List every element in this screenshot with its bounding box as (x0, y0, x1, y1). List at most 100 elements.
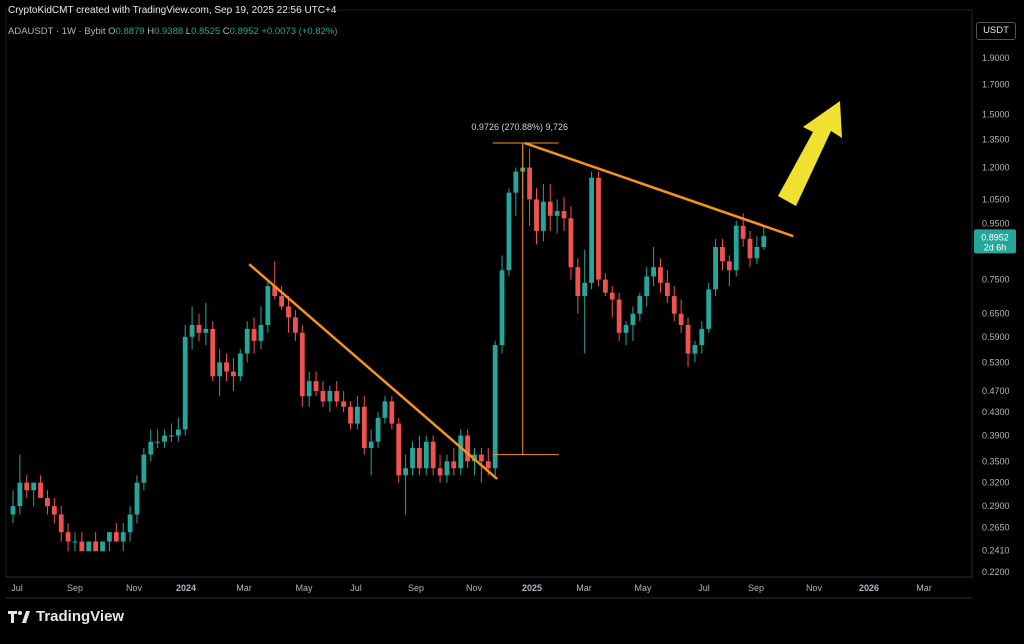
candle-body (568, 218, 574, 268)
y-tick-label: 1.0500 (982, 194, 1010, 204)
symbol-label: ADAUSDT · 1W · Bybit (8, 26, 106, 37)
candle-body (747, 238, 753, 259)
candle-body (93, 541, 99, 552)
candle-body (547, 201, 553, 216)
candle-body (589, 177, 594, 283)
candle-body (265, 286, 271, 325)
currency-button[interactable]: USDT (976, 22, 1016, 40)
candle-body (658, 267, 663, 283)
candle-body (237, 353, 243, 377)
candle-body (113, 532, 119, 542)
candle-body (733, 225, 739, 271)
candle-body (423, 441, 429, 469)
candle-body (203, 328, 209, 333)
x-tick-label: 2025 (522, 583, 542, 593)
candle-body (437, 468, 443, 476)
open-value: 0.8879 (115, 26, 145, 37)
y-tick-label: 0.4300 (982, 407, 1010, 417)
candle-body (361, 406, 367, 449)
attribution-text: CryptoKidCMT created with TradingView.co… (8, 5, 337, 16)
x-tick-label: Nov (806, 583, 823, 593)
candle-body (134, 482, 140, 515)
candle-body (141, 454, 147, 483)
candle-body (231, 371, 236, 377)
y-tick-label: 0.3900 (982, 431, 1010, 441)
bullish-arrow-icon (778, 101, 842, 206)
candle-body (396, 423, 402, 476)
x-tick-label: Mar (916, 583, 932, 593)
candle-body (24, 482, 30, 491)
candle-body (86, 541, 92, 552)
candle-body (506, 192, 512, 271)
plot-frame (5, 9, 973, 578)
candle-body (596, 177, 601, 280)
candle-body (244, 328, 250, 354)
candle-body (513, 171, 519, 193)
candle-body (251, 328, 257, 341)
candle-body (637, 296, 643, 314)
candle-body (458, 435, 464, 469)
candle-body (630, 313, 636, 325)
y-tick-label: 0.5300 (982, 357, 1010, 367)
candle-body (45, 498, 50, 507)
candle-body (485, 461, 491, 469)
x-tick-label: May (295, 583, 313, 593)
candle-body (72, 541, 78, 543)
candle-body (155, 441, 161, 443)
candle-body (451, 461, 457, 469)
x-tick-label: 2026 (859, 583, 879, 593)
candle-body (272, 286, 278, 297)
y-tick-label: 1.9000 (982, 53, 1010, 63)
candle-body (685, 324, 691, 354)
candle-body (368, 441, 374, 449)
candle-body (609, 292, 615, 300)
candle-body (348, 406, 353, 424)
candle-body (382, 401, 388, 418)
candle-body (430, 441, 436, 469)
candle-body (299, 332, 305, 397)
candle-body (416, 448, 422, 469)
descending-trendline-2025 (524, 141, 794, 238)
candle-body (761, 236, 767, 247)
candle-body (444, 461, 450, 476)
candle-body (169, 435, 174, 437)
ohlc-legend: ADAUSDT · 1W · Bybit O0.8879 H0.9388 L0.… (8, 26, 337, 37)
candle-body (107, 532, 112, 542)
candle-body (527, 167, 532, 200)
candle-body (258, 324, 264, 341)
y-tick-label: 0.2410 (982, 545, 1010, 555)
candle-body (671, 296, 677, 314)
high-value: 0.9388 (154, 26, 184, 37)
candle-body (678, 313, 684, 325)
x-tick-label: Jul (11, 583, 23, 593)
candle-body (189, 324, 195, 337)
candle-body (293, 317, 298, 333)
price-badge-countdown: 2d 6h (984, 242, 1007, 252)
candle-body (334, 391, 340, 402)
descending-trendline-2024 (248, 263, 498, 480)
candle-body (327, 391, 333, 402)
change-value: +0.0073 (+0.82%) (261, 26, 338, 37)
price-badge (974, 229, 1016, 254)
candle-body (389, 401, 395, 424)
y-tick-label: 0.4700 (982, 386, 1010, 396)
candle-body (499, 270, 505, 346)
candle-body (58, 514, 64, 533)
candle-body (162, 435, 167, 442)
candle-body (210, 328, 216, 377)
x-tick-label: Jul (698, 583, 710, 593)
x-tick-label: May (634, 583, 652, 593)
candle-body (217, 362, 223, 377)
candle-body (31, 482, 37, 491)
candle-body (602, 279, 608, 293)
candle-body (51, 506, 57, 515)
candle-body (120, 532, 126, 542)
candle-body (341, 401, 347, 407)
candle-body (286, 306, 291, 318)
close-key: C (222, 26, 230, 37)
candle-body (644, 276, 650, 297)
candle-body (403, 468, 409, 476)
y-tick-label: 0.3500 (982, 456, 1010, 466)
